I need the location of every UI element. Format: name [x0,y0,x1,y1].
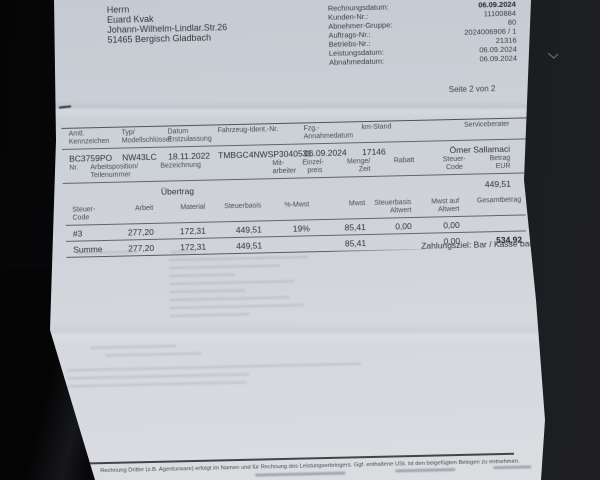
column-header: Steuer- Code [442,155,466,172]
cell-tax-base: 449,51 [235,224,262,236]
ghost-text-line [168,273,235,278]
cell-vat-old: 0,00 [443,219,460,231]
column-header: Mwst [348,200,366,208]
cell-vat-rate: 19% [292,223,310,234]
meta-value: 06.09.2024 [479,53,518,64]
column-header: Steuerbasis Altwert [374,199,412,215]
invoice-meta: Rechnungsdatum: 06.09.2024 Kunden-Nr.: 111… [328,0,517,67]
column-header: Mit-arbeiter [272,159,297,176]
ghost-text-line [169,312,250,318]
ghost-text-line [255,471,346,477]
column-header: Nr. [69,164,79,172]
column-header: Fzg.- Annahmedatum [303,125,354,141]
ghost-text-line [395,468,456,473]
ghost-text-line [66,362,361,372]
cell-taxbase-old: 0,00 [395,221,412,232]
ghost-text-line [168,255,309,262]
background-speck [547,49,559,59]
column-header: km-Stand [361,123,392,132]
recipient-address: Herrn Euard Kvak Johann-Wilhelm-Lindlar.… [107,2,228,45]
cell-tax-code: #3 [72,228,83,239]
ghost-text-line [169,303,304,310]
column-header: Serviceberater [463,120,510,129]
meta-value: 80 [507,17,517,27]
cell-total [464,218,526,229]
column-header: Mwst auf Altwert [431,197,460,214]
cell-tax-base: 449,51 [236,240,263,252]
column-header: Gesamtbetrag [476,196,522,205]
page-indicator: Seite 2 von 2 [448,84,496,95]
carryover-label: Übertrag [160,185,195,197]
column-header: Steuer- Code [72,206,96,222]
column-header: Datum Erstzulassung [167,128,212,144]
ghost-text-line [493,465,532,470]
cell-material: 172,31 [179,225,206,237]
ghost-text-line [105,351,202,357]
column-header: Rabatt [393,156,415,165]
column-header: Material [180,203,206,212]
ghost-text-line [169,295,290,302]
meta-label: Abnahmedatum: [328,56,385,67]
column-header: Bezeichnung [160,161,201,170]
ghost-text-line [168,264,281,270]
recipient-city: 51465 Bergisch Gladbach [107,32,212,45]
column-header: %-Mwst [284,201,310,209]
column-header: Fahrzeug-Ident.-Nr. [217,126,279,135]
column-header: Amtl. Kennzeichen [68,130,110,146]
ghost-text-line [168,279,296,286]
ghost-text-line [169,288,246,294]
column-header: Menge/Zeit [346,157,371,174]
column-header: Arbeit [134,204,154,213]
column-header: Betrag EUR [489,154,511,171]
column-header: Arbeitsposition/Teilenummer [90,163,139,180]
ghost-text-line [67,380,248,388]
column-header: Steuerbasis [224,202,262,211]
cell-vat: 85,41 [344,222,366,233]
ghost-text-line [90,344,177,349]
cell-labor: 277,20 [127,226,154,238]
ghost-text-line [67,372,250,380]
carryover-amount: 449,51 [484,178,511,190]
column-header: Einzel-preis [302,158,324,175]
column-header: Typ/Modellschlüssel [121,129,172,145]
